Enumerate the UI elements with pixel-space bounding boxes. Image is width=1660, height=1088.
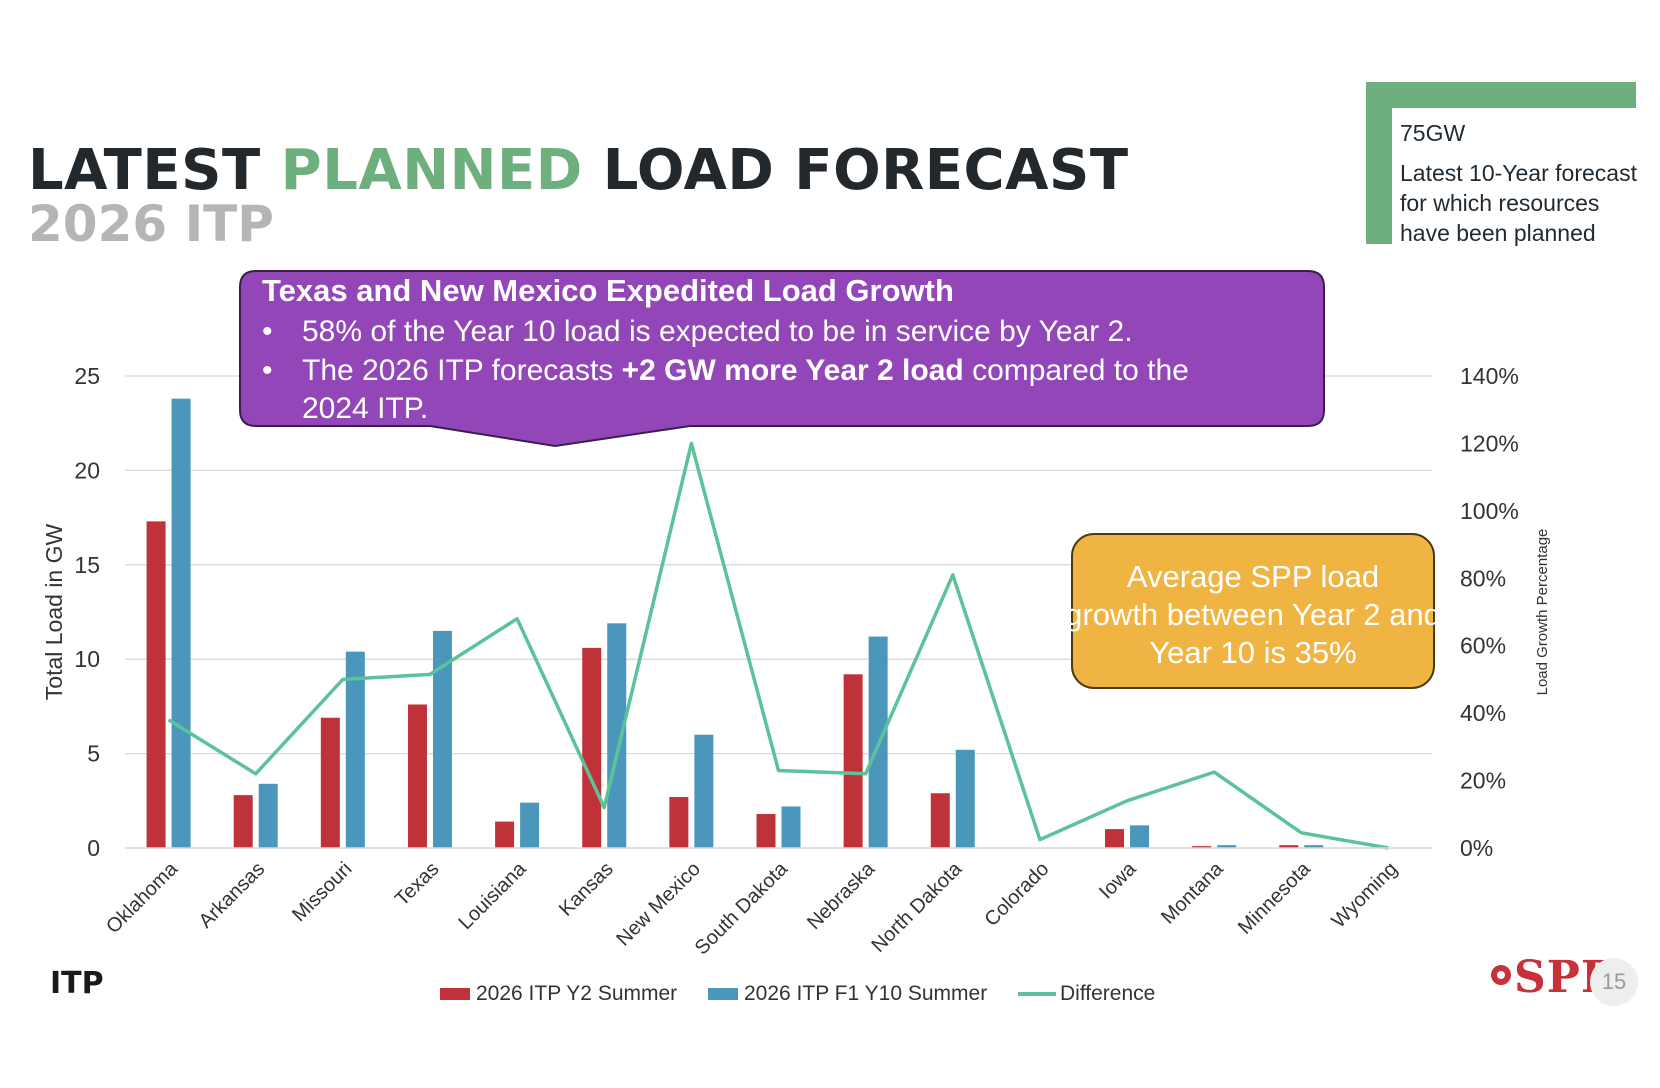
- bar-y10: [607, 623, 627, 848]
- bullet-dot: •: [262, 354, 273, 387]
- y2-tick-label: 0%: [1460, 835, 1493, 861]
- x-tick-label: North Dakota: [867, 857, 966, 956]
- footer-itp-label: ITP: [50, 966, 104, 1001]
- bar-y10: [694, 734, 714, 848]
- callout-heading: Texas and New Mexico Expedited Load Grow…: [262, 273, 954, 308]
- bar-y10: [1304, 845, 1324, 848]
- bar-y2: [1192, 846, 1212, 848]
- side-note-accent-bar-left: [1366, 82, 1392, 244]
- bar-y2: [146, 521, 166, 848]
- bar-y10: [955, 749, 975, 848]
- y2-tick-label: 100%: [1460, 498, 1519, 524]
- side-note: 75GW Latest 10-Year forecast for which r…: [1400, 118, 1640, 248]
- x-tick-label: Wyoming: [1328, 858, 1402, 932]
- bar-y10: [345, 651, 365, 848]
- x-tick-label: South Dakota: [691, 857, 793, 959]
- bar-y2: [582, 647, 602, 848]
- callout-bullet-2: The 2026 ITP forecasts +2 GW more Year 2…: [302, 354, 1189, 425]
- legend-item-y2: 2026 ITP Y2 Summer: [440, 982, 677, 1006]
- bar-y2: [669, 797, 689, 848]
- x-tick-label: Louisiana: [455, 857, 532, 934]
- x-tick-label: Arkansas: [195, 858, 270, 933]
- y2-tick-label: 80%: [1460, 565, 1506, 591]
- orange-callout: Average SPP load growth between Year 2 an…: [1065, 533, 1441, 689]
- y-tick-label: 10: [74, 646, 100, 672]
- bar-y2: [320, 717, 340, 848]
- bar-y10: [258, 783, 278, 848]
- spp-logo-icon: [1491, 965, 1511, 985]
- x-tick-label: Kansas: [555, 858, 618, 921]
- page-number: 15: [1590, 958, 1638, 1006]
- bar-y2: [843, 674, 863, 848]
- x-tick-label: Minnesota: [1234, 857, 1315, 938]
- legend-label: 2026 ITP F1 Y10 Summer: [744, 982, 988, 1005]
- legend-swatch: [708, 988, 738, 1000]
- side-note-value: 75GW: [1400, 120, 1466, 146]
- legend-swatch: [1018, 992, 1056, 996]
- x-tick-label: Missouri: [288, 858, 356, 926]
- x-tick-label: Iowa: [1095, 857, 1141, 903]
- y-tick-label: 5: [87, 741, 100, 767]
- y2-tick-label: 140%: [1460, 363, 1519, 389]
- y2-tick-label: 20%: [1460, 768, 1506, 794]
- y-axis-title: Total Load in GW: [41, 524, 67, 701]
- legend-item-difference: Difference: [1018, 982, 1155, 1006]
- orange-callout-text: Average SPP load growth between Year 2 an…: [1065, 559, 1441, 670]
- bullet-dot: •: [262, 315, 273, 348]
- difference-line: [167, 441, 1389, 850]
- bar-y2: [233, 795, 253, 848]
- side-note-accent-bar: [1366, 82, 1636, 108]
- title-accent: PLANNED: [280, 138, 583, 203]
- legend-item-y10: 2026 ITP F1 Y10 Summer: [708, 982, 987, 1006]
- y-tick-label: 0: [87, 835, 100, 861]
- bar-y10: [171, 398, 191, 848]
- x-tick-label: Colorado: [980, 858, 1053, 931]
- x-tick-label: Oklahoma: [102, 857, 183, 938]
- legend-label: 2026 ITP Y2 Summer: [476, 982, 678, 1005]
- y2-axis-title: Load Growth Percentage: [1534, 529, 1551, 696]
- x-tick-label: Texas: [391, 858, 444, 911]
- bar-y2: [407, 704, 427, 848]
- y2-tick-label: 60%: [1460, 633, 1506, 659]
- y-tick-label: 25: [74, 363, 100, 389]
- bar-y2: [756, 814, 776, 848]
- x-tick-label: New Mexico: [612, 858, 705, 951]
- y-tick-label: 15: [74, 552, 100, 578]
- bar-y10: [432, 630, 452, 848]
- x-tick-label: Montana: [1157, 857, 1228, 928]
- y2-tick-label: 40%: [1460, 700, 1506, 726]
- legend-swatch: [440, 988, 470, 1000]
- callout-bullet-1: 58% of the Year 10 load is expected to b…: [302, 315, 1133, 348]
- bar-y2: [930, 793, 950, 848]
- bar-y2: [1105, 829, 1125, 848]
- bar-y10: [1217, 845, 1237, 848]
- bar-y2: [1279, 845, 1299, 848]
- y-tick-label: 20: [74, 457, 100, 483]
- bar-y10: [1130, 825, 1150, 848]
- page-subtitle: 2026 ITP: [28, 195, 274, 253]
- bar-y10: [520, 802, 540, 848]
- x-tick-label: Nebraska: [803, 857, 880, 934]
- side-note-text: Latest 10-Year forecast for which resour…: [1400, 160, 1637, 246]
- bar-y2: [495, 821, 515, 848]
- page-title: LATEST PLANNED LOAD FORECAST: [28, 138, 1129, 203]
- bar-y10: [781, 806, 801, 848]
- y2-tick-label: 120%: [1460, 430, 1519, 456]
- legend-label: Difference: [1060, 982, 1156, 1005]
- purple-callout: Texas and New Mexico Expedited Load Grow…: [239, 270, 1325, 448]
